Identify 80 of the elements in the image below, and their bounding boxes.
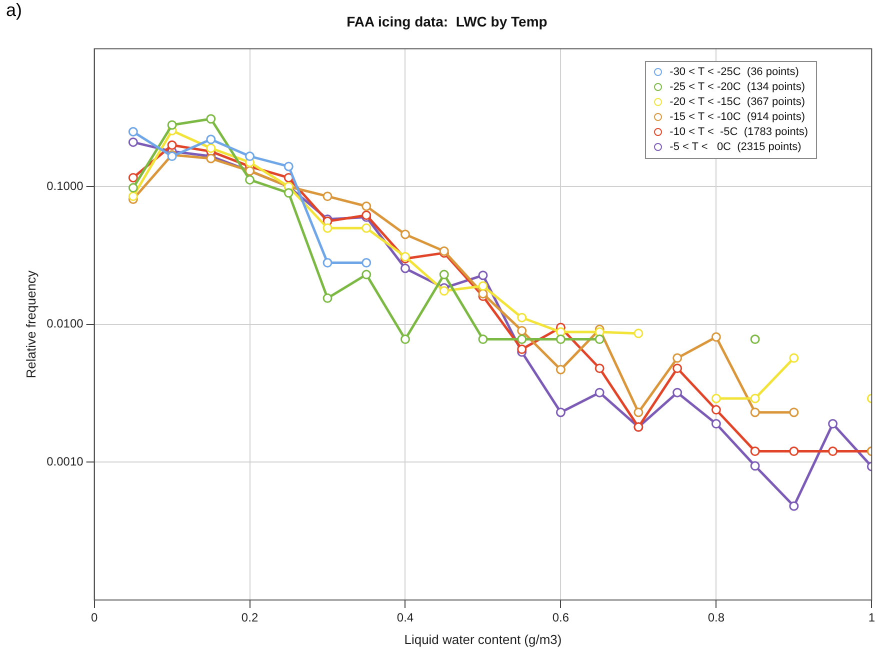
y-tick-label: 0.0100 [46, 316, 84, 331]
point [556, 408, 566, 418]
point [828, 446, 838, 456]
point [439, 270, 449, 280]
point [322, 258, 332, 268]
point [750, 461, 760, 471]
point [672, 364, 682, 374]
chart-title: FAA icing data: LWC by Temp [346, 13, 548, 30]
point [478, 281, 488, 291]
y-tick-label: 0.1000 [46, 178, 84, 193]
point [362, 258, 372, 268]
point [594, 364, 604, 374]
x-tick-label: 0.2 [241, 610, 258, 625]
point [517, 312, 527, 322]
point [478, 270, 488, 280]
x-tick-label: 1 [868, 610, 876, 625]
point [206, 134, 216, 144]
point [594, 388, 604, 398]
point [206, 143, 216, 153]
point [750, 334, 760, 344]
point [167, 120, 177, 130]
point [322, 223, 332, 233]
point [245, 175, 255, 185]
point [167, 140, 177, 150]
x-tick-label: 0 [90, 610, 98, 625]
point [711, 394, 721, 404]
point [789, 446, 799, 456]
legend-label: -30 < T < -25C (36 points) [670, 66, 799, 78]
point [128, 127, 138, 137]
point [478, 334, 488, 344]
point [284, 162, 294, 172]
point [828, 419, 838, 429]
point [594, 334, 604, 344]
point [362, 202, 372, 212]
point [478, 288, 488, 298]
point [245, 152, 255, 162]
point [128, 192, 138, 202]
point [284, 188, 294, 198]
point [400, 230, 410, 240]
point [400, 334, 410, 344]
point [517, 334, 527, 344]
legend-label: -20 < T < -15C (367 points) [670, 96, 805, 108]
point [634, 408, 644, 418]
point [750, 394, 760, 404]
x-tick-label: 0.6 [552, 610, 570, 625]
text: a) [6, 0, 22, 21]
point [128, 183, 138, 193]
x-tick-label: 0.8 [708, 610, 725, 625]
point [322, 192, 332, 202]
point [634, 328, 644, 338]
y-tick-label: 0.0010 [46, 454, 84, 469]
y-axis-title: Relative frequency [23, 270, 38, 378]
legend-label: -15 < T < -10C (914 points) [670, 110, 805, 123]
point [128, 172, 138, 182]
point [517, 326, 527, 336]
legend-label: -5 < T < 0C (2315 points) [670, 140, 802, 153]
point [672, 353, 682, 363]
point [362, 223, 372, 233]
point [439, 286, 449, 296]
legend-label: -25 < T < -20C (134 points) [670, 80, 805, 93]
point [789, 408, 799, 418]
point [750, 408, 760, 418]
point [672, 388, 682, 398]
point [400, 264, 410, 274]
point [711, 405, 721, 415]
point [362, 270, 372, 280]
point [711, 419, 721, 429]
x-axis-title: Liquid water content (g/m3) [404, 632, 562, 647]
legend-label: -10 < T < -5C (1783 points) [670, 126, 808, 138]
point [517, 344, 527, 354]
point [322, 293, 332, 303]
point [556, 334, 566, 344]
point [556, 364, 566, 374]
point [789, 501, 799, 511]
point [206, 114, 216, 124]
x-tick-label: 0.4 [396, 610, 414, 625]
point [128, 137, 138, 147]
point [789, 353, 799, 363]
point [750, 446, 760, 456]
point [711, 332, 721, 342]
